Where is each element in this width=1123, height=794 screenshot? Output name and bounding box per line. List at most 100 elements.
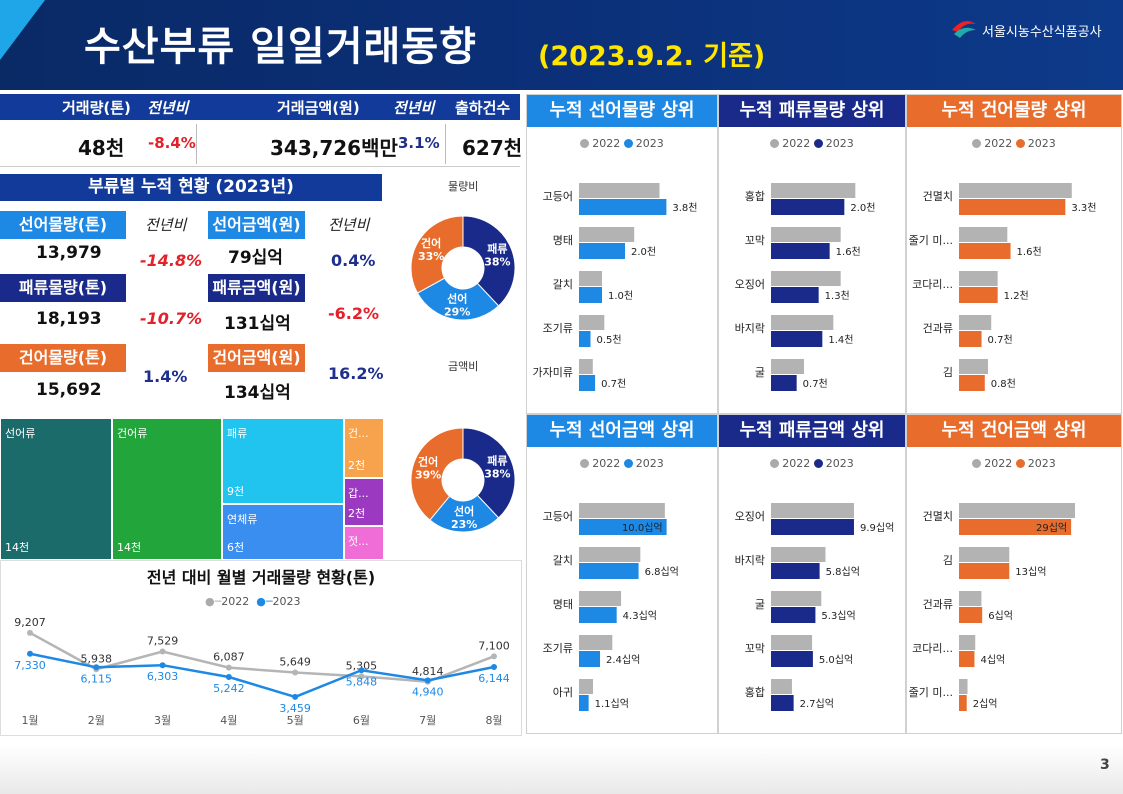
bar-value-label: 6.8십억 <box>645 566 679 578</box>
category-treemap: 선어류 14천 건어류 14천 패류 9천 연체류 6천 건... 2천 갑..… <box>0 418 384 560</box>
kpi-value-row <box>0 122 520 167</box>
donut-slice <box>410 215 464 294</box>
kpi-volume-header: 거래량(톤) <box>62 99 131 117</box>
x-tick-label: 7월 <box>419 714 436 727</box>
bar-2023 <box>579 695 589 711</box>
line-point-label: 3,459 <box>279 702 311 715</box>
panel-title: 누적 선어금액 상위 <box>527 415 717 447</box>
line-point-label: 4,814 <box>412 665 444 678</box>
donut-slice <box>429 494 500 533</box>
bar-value-label: 2.4십억 <box>606 654 640 666</box>
bar-2023 <box>771 607 816 623</box>
treemap-cell-value: 6천 <box>227 541 245 554</box>
line-point-label: 6,303 <box>147 670 179 683</box>
panel-title: 누적 건어금액 상위 <box>907 415 1121 447</box>
bar-value-label: 6십억 <box>988 610 1013 622</box>
panel-title: 누적 패류금액 상위 <box>719 415 905 447</box>
bar-category-label: 바지락 <box>735 554 765 567</box>
bar-value-label: 0.7천 <box>601 378 626 390</box>
line-series <box>29 652 495 699</box>
line-point-label: 6,115 <box>81 672 113 685</box>
bar-category-label: 줄기 미... <box>909 686 953 699</box>
line-point-label: 7,330 <box>14 659 46 672</box>
line-point <box>225 674 232 681</box>
dried-fish-volume-yoy: 1.4% <box>143 367 188 386</box>
bar-value-label: 2.0천 <box>631 246 656 258</box>
bar-category-label: 꼬막 <box>745 642 765 655</box>
cumulative-title: 부류별 누적 현황 (2023년) <box>0 174 382 201</box>
page-title: 수산부류 일일거래동향 <box>84 24 477 70</box>
dried-fish-amount-label: 건어금액(원) <box>208 344 305 372</box>
bar-category-label: 명태 <box>553 598 573 611</box>
donut-slice-label: 선어 <box>454 504 474 518</box>
kpi-amount-header: 거래금액(원) <box>277 99 360 117</box>
top-items-panel: 누적 패류금액 상위 2022 2023 오징어 9.9십억 바지락 5.8십억 굴 5.3십… <box>718 414 906 734</box>
bar-category-label: 바지락 <box>735 322 765 335</box>
bar-2023 <box>959 563 1010 579</box>
bar-2023 <box>959 519 1072 535</box>
bar-2022 <box>959 503 1075 518</box>
bar-2023 <box>771 695 794 711</box>
treemap-cell: 젓... <box>344 526 384 560</box>
treemap-cell-label: 갑... <box>348 487 369 500</box>
bar-category-label: 김 <box>943 554 953 567</box>
bar-value-label: 10.0십억 <box>622 522 663 534</box>
bar-2022 <box>771 227 841 242</box>
bar-value-label: 1.1십억 <box>595 698 629 710</box>
shellfish-volume-value: 18,193 <box>36 309 102 329</box>
line-point <box>491 663 497 670</box>
line-point-label: 5,305 <box>346 659 378 672</box>
fresh-fish-amount-yoy: 0.4% <box>331 251 376 270</box>
bar-category-label: 가자미류 <box>533 366 573 379</box>
bar-2023 <box>579 199 667 215</box>
bar-2022 <box>579 679 594 694</box>
bar-value-label: 4십억 <box>980 654 1005 666</box>
dried-fish-amount-yoy: 16.2% <box>328 364 384 383</box>
fresh-fish-volume-yoy: -14.8% <box>140 251 203 270</box>
donut-slice-value: 39% <box>415 468 441 481</box>
panel-legend: 2022 2023 <box>719 457 905 470</box>
dried-fish-volume-label: 건어물량(톤) <box>0 344 126 372</box>
bar-category-label: 건멸치 <box>923 190 953 203</box>
bar-2023 <box>771 243 830 259</box>
bar-category-label: 건과류 <box>923 598 953 611</box>
bar-2023 <box>579 519 667 535</box>
treemap-cell-value: 14천 <box>117 541 142 554</box>
bar-2023 <box>771 519 854 535</box>
line-point-label: 6,087 <box>213 651 245 664</box>
monthly-volume-panel <box>0 560 522 736</box>
donut-slice-value: 29% <box>444 306 470 319</box>
bar-2022 <box>579 591 622 606</box>
bar-2023 <box>959 199 1066 215</box>
bar-category-label: 고등어 <box>543 510 573 523</box>
kpi-volume-value: 48천 <box>78 136 125 160</box>
dried-fish-amount-value: 134십억 <box>224 383 291 403</box>
bar-value-label: 1.0천 <box>608 290 633 302</box>
monthly-volume-line-chart: 9,207 5,938 7,529 6,087 5,649 5,305 4,814 7,100… <box>14 616 510 727</box>
treemap-cell: 패류 9천 <box>222 418 344 504</box>
x-tick-label: 5월 <box>287 714 304 727</box>
bar-category-label: 아귀 <box>553 686 573 699</box>
bar-2022 <box>579 315 605 330</box>
line-point-label: 5,848 <box>346 675 378 688</box>
bar-2023 <box>771 563 820 579</box>
treemap-cell-value: 2천 <box>348 507 366 520</box>
x-tick-label: 8월 <box>485 714 502 727</box>
shellfish-amount-label: 패류금액(원) <box>208 274 305 302</box>
bar-2022 <box>579 359 593 374</box>
fresh-fish-amount-label: 선어금액(원) <box>208 211 305 239</box>
bar-category-label: 홍합 <box>745 685 765 699</box>
treemap-cell-value: 9천 <box>227 485 245 498</box>
bar-value-label: 5.0십억 <box>819 654 853 666</box>
bar-2023 <box>959 331 982 347</box>
bar-category-label: 갈치 <box>553 277 573 291</box>
line-point-label: 5,649 <box>279 655 311 668</box>
top-items-panel: 누적 건어물량 상위 2022 2023 건멸치 3.3천 줄기 미... 1.6천 코다리… <box>906 94 1122 414</box>
bar-2023 <box>771 375 797 391</box>
amount-ratio-title: 금액비 <box>448 360 479 373</box>
bar-category-label: 홍합 <box>745 189 765 203</box>
top-items-panel: 누적 선어물량 상위 2022 2023 고등어 3.8천 명태 2.0천 갈치 1.0천 조기… <box>526 94 718 414</box>
treemap-cell-label: 연체류 <box>227 513 258 526</box>
